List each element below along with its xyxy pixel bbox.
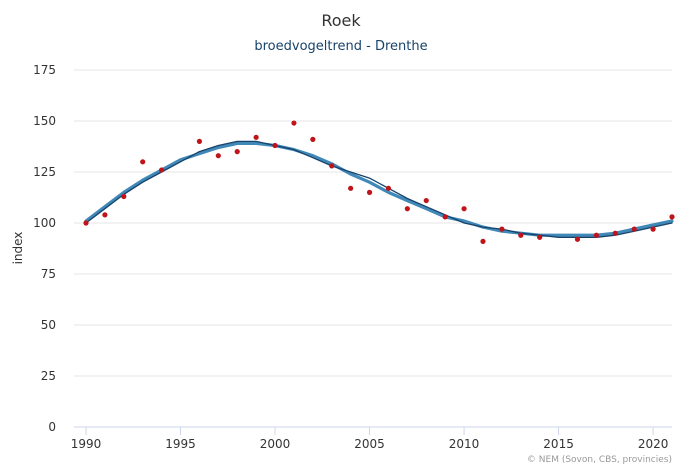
x-axis: 1990 1995 2000 2005 2010 2015 2020	[71, 426, 672, 451]
data-point	[102, 212, 108, 218]
y-axis-ticks: 0 25 50 75 100 125 150 175	[33, 63, 56, 434]
y-tick-label: 100	[33, 216, 56, 230]
data-point	[593, 232, 599, 238]
chart-subtitle: broedvogeltrend - Drenthe	[254, 39, 427, 54]
trend-line	[84, 141, 674, 237]
data-point	[423, 197, 429, 204]
x-tick-label: 2005	[354, 437, 385, 451]
data-point	[253, 134, 259, 140]
data-point	[499, 226, 505, 232]
x-tick-label: 2020	[638, 437, 669, 451]
data-point	[537, 234, 543, 240]
chart-credit[interactable]: © NEM (Sovon, CBS, provincies)	[527, 455, 672, 465]
data-point	[612, 230, 618, 236]
data-point	[215, 153, 221, 159]
x-tick-label: 2015	[543, 437, 574, 451]
y-tick-label: 0	[48, 420, 56, 434]
data-point	[83, 220, 89, 226]
data-point	[480, 238, 486, 244]
data-points	[83, 120, 675, 244]
gridlines	[74, 69, 672, 377]
data-point	[291, 120, 297, 126]
data-point	[159, 167, 165, 173]
data-point	[366, 189, 373, 195]
y-tick-label: 50	[41, 318, 56, 332]
data-point	[348, 185, 354, 191]
y-tick-label: 150	[33, 114, 56, 128]
y-axis-title: index	[11, 232, 25, 265]
data-point	[650, 226, 656, 232]
data-point	[310, 136, 316, 142]
data-point	[272, 142, 278, 149]
x-tick-label: 2010	[449, 437, 480, 451]
x-tick-label: 2000	[260, 437, 291, 451]
data-point	[329, 163, 335, 169]
y-tick-label: 125	[33, 165, 56, 179]
data-point	[404, 206, 410, 212]
y-tick-label: 25	[41, 369, 56, 383]
data-point	[385, 185, 392, 191]
x-tick-label: 1990	[71, 437, 102, 451]
chart-title: Roek	[321, 11, 361, 30]
y-tick-label: 175	[33, 63, 56, 77]
y-tick-label: 75	[41, 267, 56, 281]
data-point	[140, 159, 146, 165]
data-point	[121, 193, 127, 200]
data-point	[574, 236, 581, 242]
data-point	[461, 206, 467, 212]
data-point	[196, 138, 203, 144]
data-point	[442, 214, 448, 220]
data-point	[669, 214, 675, 220]
data-point	[631, 226, 637, 232]
data-point	[234, 149, 240, 155]
x-tick-label: 1995	[165, 437, 196, 451]
data-point	[518, 232, 524, 238]
trend-line	[85, 140, 673, 238]
trend-lines	[84, 140, 674, 238]
